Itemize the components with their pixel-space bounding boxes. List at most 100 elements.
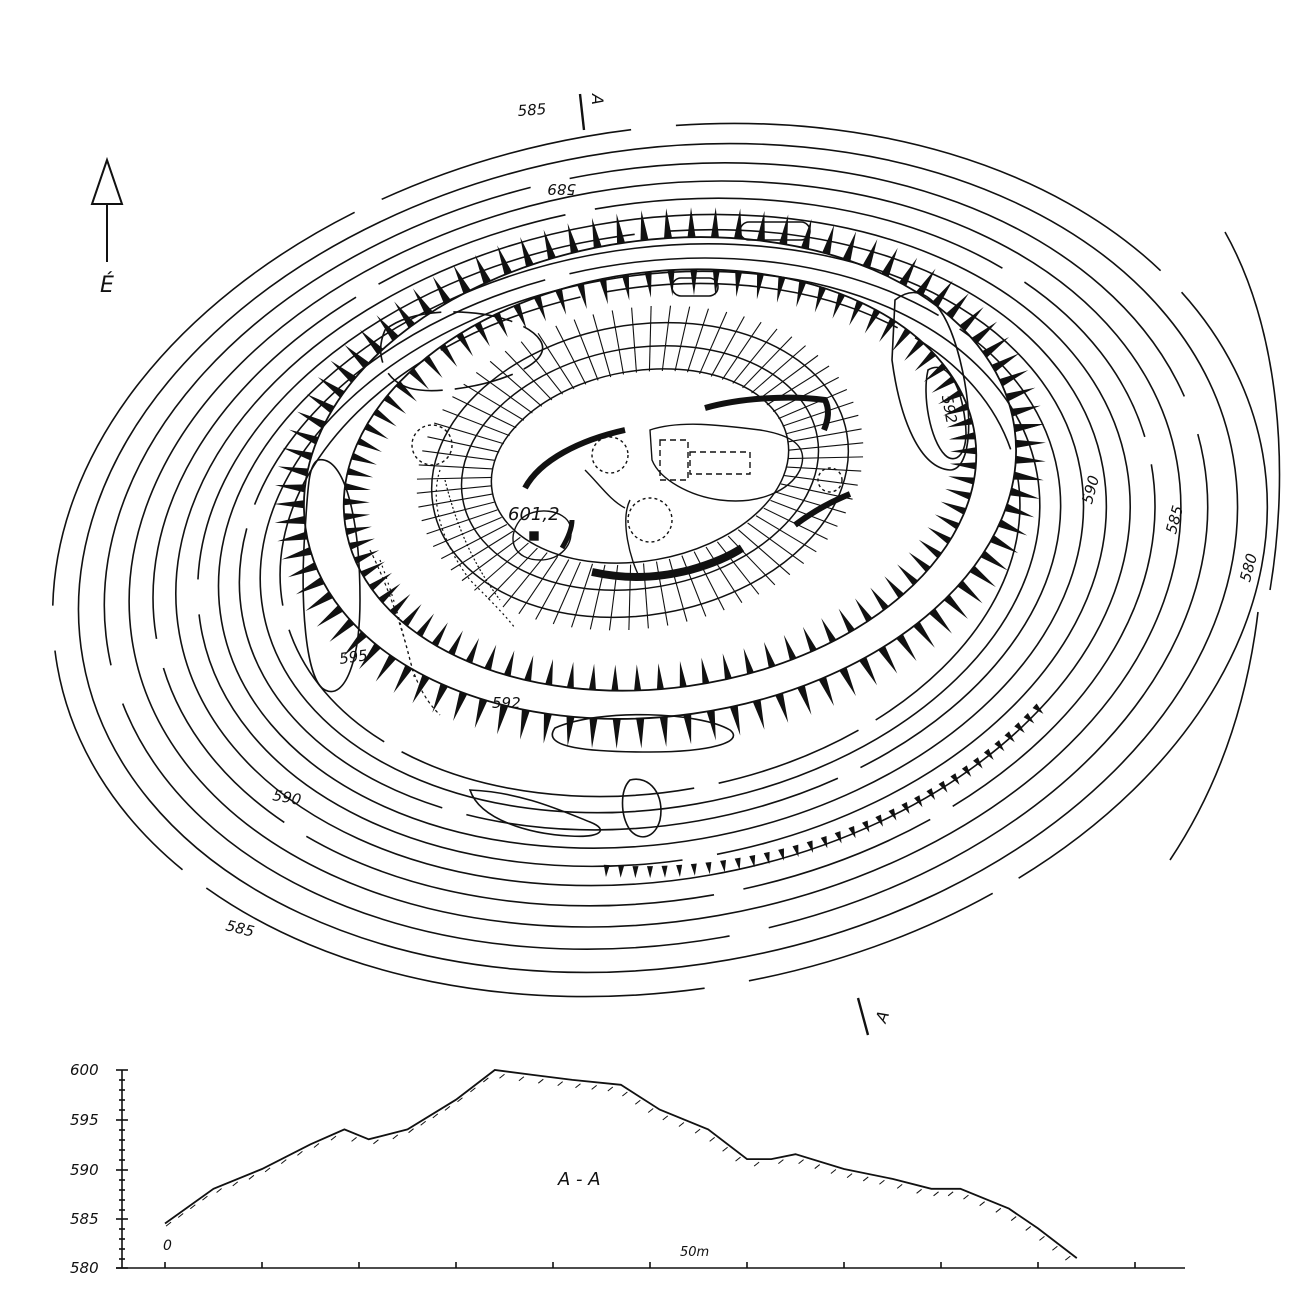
hachure-mark bbox=[679, 660, 687, 688]
contour-label: 592 bbox=[938, 393, 961, 424]
hachure-mark bbox=[277, 466, 309, 477]
ground-hatch bbox=[634, 1099, 641, 1105]
hachure-mark bbox=[927, 527, 952, 544]
hachure-mark bbox=[282, 447, 313, 461]
hachure-mark bbox=[676, 864, 683, 877]
hachure-mark bbox=[705, 861, 712, 875]
hachure-mark bbox=[555, 288, 567, 315]
slope-radial bbox=[686, 308, 709, 373]
slope-radial bbox=[421, 501, 495, 522]
hachure-mark bbox=[389, 594, 411, 616]
hachure-mark bbox=[453, 265, 471, 294]
hachure-mark bbox=[432, 276, 452, 305]
hachure-mark bbox=[802, 626, 817, 653]
north-arrow-label: É bbox=[100, 272, 114, 298]
slope-radial bbox=[537, 332, 575, 390]
slope-radial bbox=[474, 542, 529, 591]
hachure-mark bbox=[943, 594, 968, 619]
slope-radial bbox=[452, 396, 517, 429]
slope-radial bbox=[442, 409, 510, 437]
hachure-mark bbox=[412, 288, 433, 316]
slope-radial bbox=[668, 558, 688, 622]
hachure-mark bbox=[368, 572, 393, 591]
slope-radial bbox=[631, 307, 637, 373]
hachure-mark bbox=[375, 654, 396, 682]
ground-hatch bbox=[216, 1188, 222, 1193]
slope-radial bbox=[785, 414, 859, 435]
ground-hatch bbox=[591, 1084, 597, 1090]
slope-radial bbox=[776, 491, 846, 514]
hachure-mark bbox=[453, 691, 468, 721]
profile-y-tick-label: 600 bbox=[70, 1061, 99, 1079]
hachure-mark bbox=[884, 576, 904, 599]
slope-radial bbox=[489, 360, 543, 407]
hachure-mark bbox=[402, 604, 422, 627]
slope-radial bbox=[747, 522, 805, 565]
hachure-mark bbox=[383, 394, 407, 414]
hachure-mark bbox=[778, 848, 784, 861]
hachure-mark bbox=[983, 748, 994, 761]
hachure-mark bbox=[980, 550, 1008, 571]
hachure-mark bbox=[356, 437, 383, 452]
hachure-mark bbox=[343, 498, 370, 506]
castle-wall-fragments bbox=[522, 394, 852, 581]
ground-hatch bbox=[1052, 1245, 1058, 1251]
hachure-mark bbox=[456, 332, 474, 357]
hachure-mark bbox=[295, 577, 325, 595]
ground-hatch bbox=[916, 1188, 922, 1194]
slope-radial bbox=[727, 535, 776, 586]
slope-radial bbox=[705, 546, 743, 604]
hachure-mark bbox=[474, 254, 491, 284]
ground-hatch bbox=[177, 1213, 184, 1218]
slope-radial bbox=[434, 422, 504, 445]
ground-hatch bbox=[444, 1106, 451, 1111]
slope-radial bbox=[751, 345, 806, 394]
ground-hatch bbox=[862, 1176, 869, 1182]
interior-features bbox=[411, 423, 843, 579]
slope-radial bbox=[518, 556, 559, 615]
hachure-mark bbox=[934, 514, 960, 530]
profile-y-tick-label: 585 bbox=[70, 1210, 99, 1228]
slope-radial bbox=[592, 314, 612, 378]
hachure-mark bbox=[690, 863, 697, 876]
hachure-mark bbox=[929, 608, 952, 634]
profile-y-tick-label: 595 bbox=[70, 1111, 99, 1129]
hachure-mark bbox=[901, 801, 910, 815]
hachure-mark bbox=[317, 377, 345, 398]
hachure-mark bbox=[878, 645, 898, 674]
hachure-mark bbox=[533, 295, 547, 322]
hachure-mark bbox=[432, 683, 448, 713]
lower-ditch-ticks bbox=[603, 703, 1044, 879]
hachure-mark bbox=[351, 452, 377, 465]
slope-radial bbox=[732, 328, 778, 384]
slope-radial bbox=[427, 436, 500, 453]
hachure-mark bbox=[687, 207, 696, 238]
slope-radial bbox=[782, 401, 854, 427]
section-marker-bottom: A bbox=[856, 997, 893, 1036]
hachure-mark bbox=[603, 864, 610, 877]
outer-rampart-hachures bbox=[273, 207, 1046, 749]
hachure-mark bbox=[756, 210, 765, 242]
hachure-mark bbox=[474, 322, 490, 347]
hachure-mark bbox=[359, 329, 384, 355]
ground-hatch bbox=[979, 1201, 985, 1207]
ground-hatch bbox=[373, 1139, 379, 1145]
hachure-mark bbox=[621, 274, 630, 301]
hachure-mark bbox=[899, 257, 918, 286]
slope-radial bbox=[416, 485, 492, 494]
hachure-mark bbox=[520, 236, 534, 267]
slope-radial bbox=[759, 354, 819, 400]
ground-hatch bbox=[575, 1083, 581, 1089]
hachure-mark bbox=[756, 273, 765, 300]
right-edge-contours bbox=[1169, 231, 1281, 861]
profile-x-ticks bbox=[164, 1262, 1136, 1268]
hachure-mark bbox=[796, 281, 807, 308]
hachure-mark bbox=[412, 674, 430, 704]
slope-radial bbox=[535, 559, 570, 620]
section-marker-top: A bbox=[578, 93, 607, 131]
hachure-mark bbox=[305, 591, 333, 611]
hachure-mark bbox=[646, 866, 653, 879]
ground-hatch bbox=[933, 1191, 939, 1197]
hachure-mark bbox=[503, 650, 515, 677]
